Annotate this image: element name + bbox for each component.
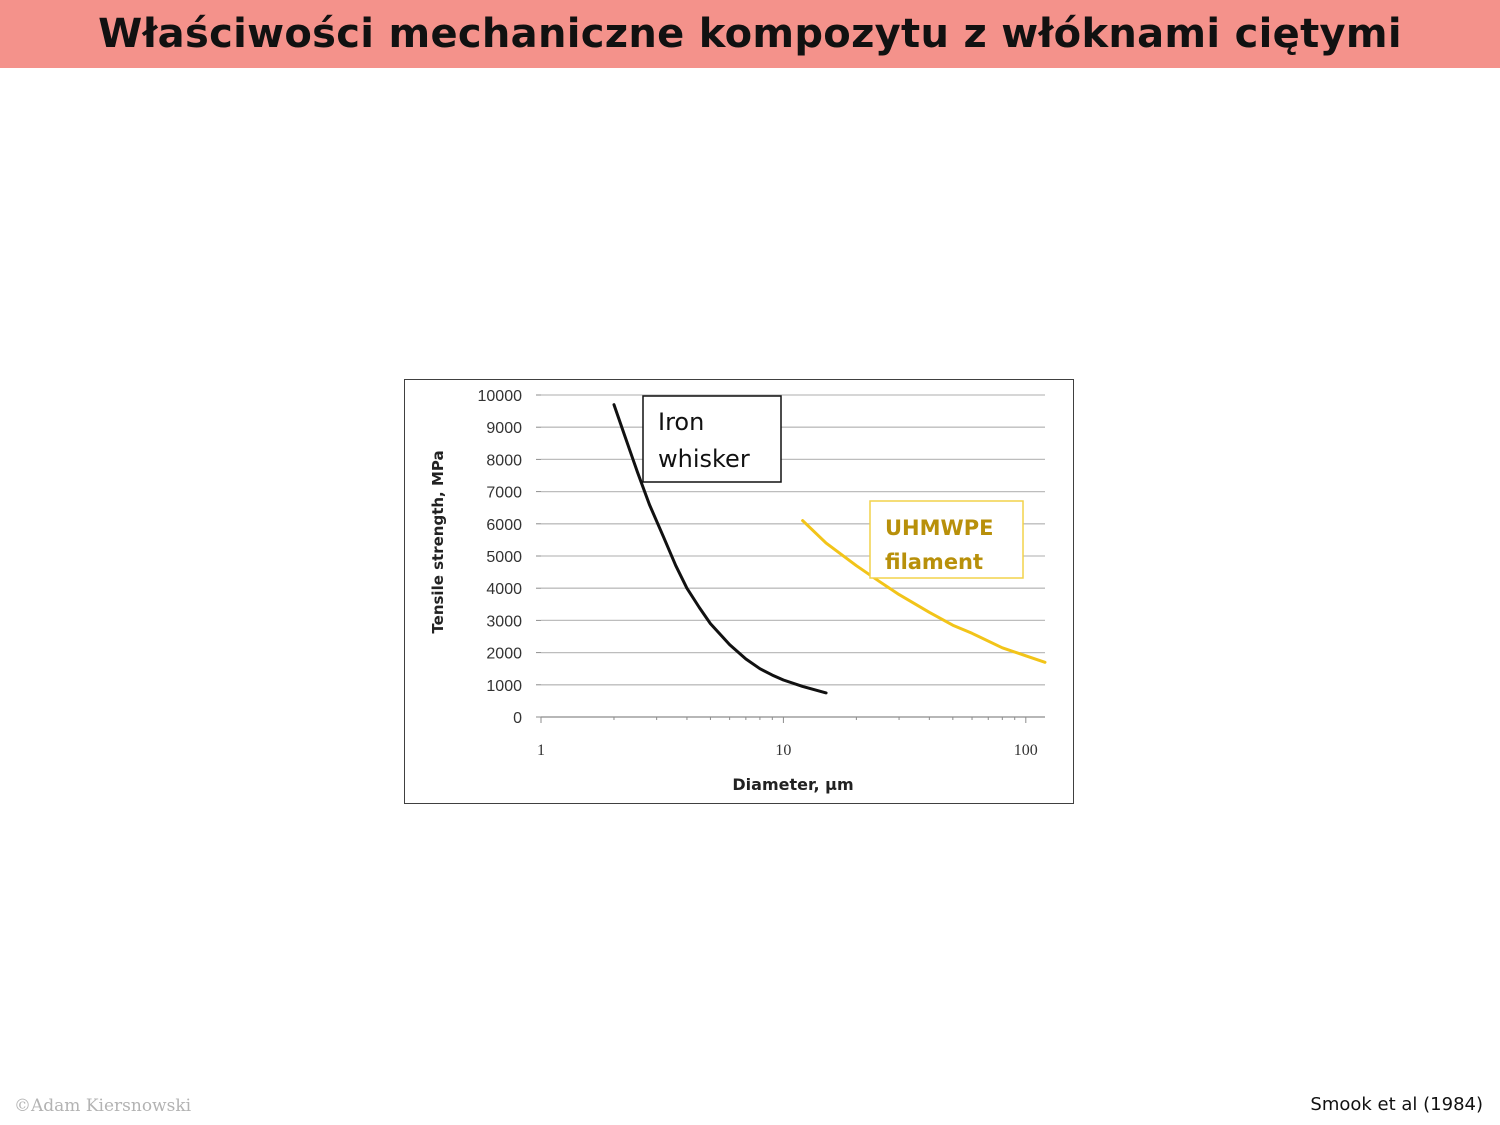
y-tick-label: 9000 — [486, 420, 522, 437]
copyright-notice: ©Adam Kiersnowski — [14, 1096, 192, 1116]
series-label-iron-whisker: Iron whisker — [658, 408, 750, 473]
series-label-box-iron-whisker — [642, 395, 782, 483]
series-label-box-uhmwpe-filament — [869, 500, 1024, 579]
series-line-uhmwpe-filament — [801, 519, 1047, 664]
y-tick-label: 7000 — [486, 485, 522, 502]
x-tick-label: 10 — [775, 742, 791, 759]
title-bar: Właściwości mechaniczne kompozytu z włók… — [0, 0, 1500, 68]
y-tick-label: 1000 — [486, 678, 522, 695]
series-labels: Iron whisker UHMWPE filament — [642, 395, 1024, 579]
tensile-strength-chart: 0 1000 2000 3000 4000 5000 6000 7000 8000 9000 100… — [429, 388, 1047, 794]
y-tick-label: 6000 — [486, 517, 522, 534]
x-axis-title: Diameter, µm — [732, 775, 853, 794]
y-tick-label: 5000 — [486, 549, 522, 566]
slide-title: Właściwości mechaniczne kompozytu z włók… — [98, 11, 1402, 57]
axes: 0 1000 2000 3000 4000 5000 6000 7000 8000 9000 100… — [429, 388, 1045, 794]
y-tick-label: 0 — [513, 710, 522, 727]
y-tick-label: 8000 — [486, 452, 522, 469]
citation: Smook et al (1984) — [1310, 1094, 1483, 1115]
y-tick-label: 10000 — [478, 388, 523, 405]
x-tick-label: 100 — [1014, 742, 1038, 759]
grid-lines — [541, 394, 1045, 686]
series — [612, 403, 1047, 695]
x-tick-label: 1 — [537, 742, 545, 759]
y-axis-title: Tensile strength, MPa — [429, 450, 447, 633]
y-tick-label: 4000 — [486, 581, 522, 598]
y-tick-label: 3000 — [486, 613, 522, 630]
chart-frame: 0 1000 2000 3000 4000 5000 6000 7000 8000 9000 100… — [404, 379, 1074, 804]
y-tick-label: 2000 — [486, 646, 522, 663]
series-line-iron-whisker — [612, 403, 828, 695]
series-label-uhmwpe-filament: UHMWPE filament — [885, 516, 993, 574]
